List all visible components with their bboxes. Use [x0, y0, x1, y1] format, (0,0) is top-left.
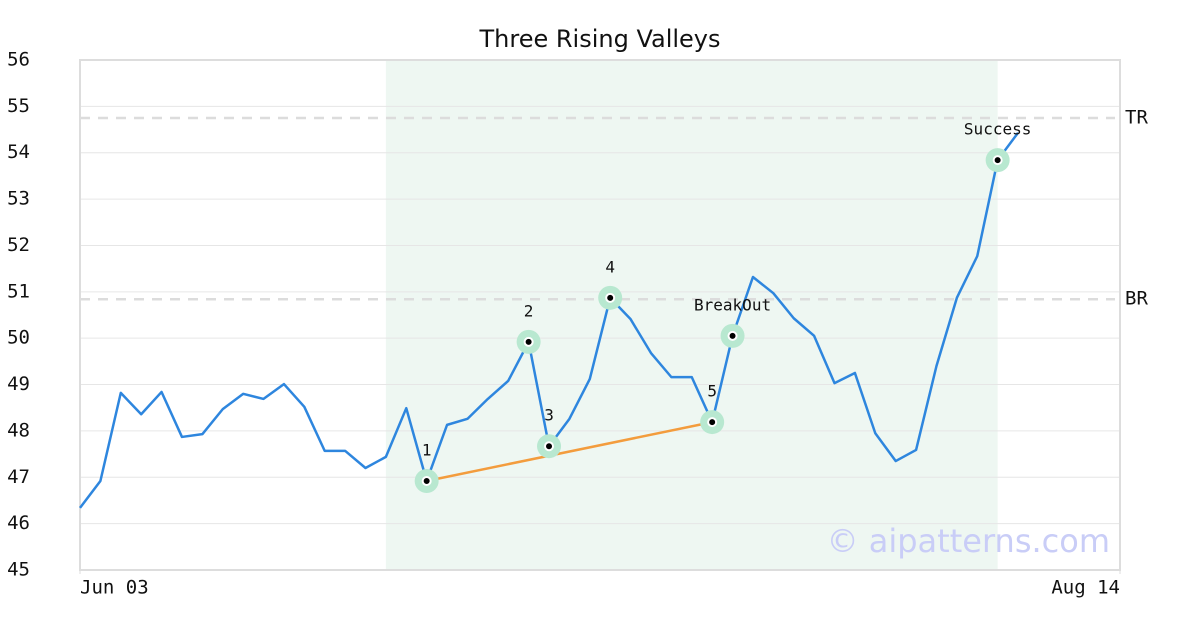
marker-dot [523, 336, 534, 347]
annotation-label: 2 [524, 301, 534, 320]
y-tick-label: 48 [7, 419, 30, 441]
y-tick-label: 53 [7, 188, 30, 210]
marker-dot [421, 475, 432, 486]
marker-dot [605, 292, 616, 303]
y-tick-label: 50 [7, 327, 30, 349]
y-tick-label: 46 [7, 512, 30, 534]
watermark: © aipatterns.com [827, 522, 1110, 560]
y-tick-label: 45 [7, 559, 30, 581]
highlight-region [385, 60, 998, 570]
marker-dot [544, 441, 555, 452]
y-tick-label: 49 [7, 373, 30, 395]
y-tick-label: 47 [7, 466, 30, 488]
annotation-label: 4 [605, 257, 615, 276]
annotation-label: Success [964, 120, 1031, 139]
marker-dot [707, 417, 718, 428]
x-tick-label: Jun 03 [80, 577, 149, 599]
y-tick-label: 52 [7, 234, 30, 256]
annotation-label: 3 [544, 406, 554, 425]
trend-line [426, 420, 713, 483]
x-tick-label: Aug 14 [1051, 577, 1120, 599]
plot-frame [79, 59, 1121, 571]
annotation-label: BreakOut [694, 295, 771, 314]
marker-dot [727, 330, 738, 341]
level-label: BR [1125, 288, 1148, 310]
level-label: TR [1125, 106, 1148, 128]
chart-title: Three Rising Valleys [478, 25, 720, 53]
annotation-label: 5 [707, 382, 717, 401]
y-tick-label: 56 [7, 49, 30, 71]
y-tick-label: 55 [7, 95, 30, 117]
y-tick-label: 51 [7, 280, 30, 302]
annotation-label: 1 [422, 440, 432, 459]
marker-dot [992, 155, 1003, 166]
y-tick-label: 54 [7, 141, 30, 163]
